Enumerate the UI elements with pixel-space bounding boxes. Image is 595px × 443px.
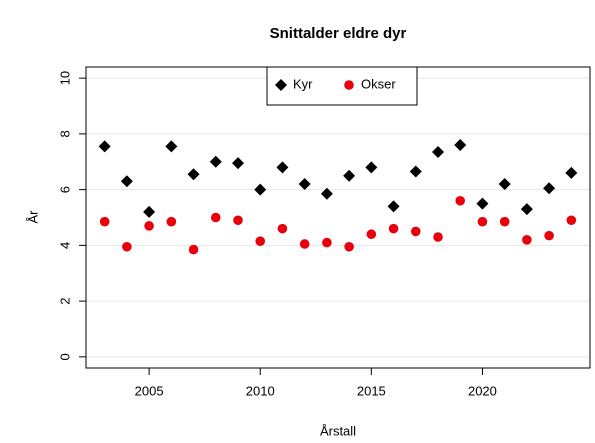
- marker: [344, 241, 354, 252]
- marker: [188, 244, 199, 255]
- x-tick-label: 2010: [246, 383, 275, 398]
- legend-marker: [344, 80, 354, 90]
- marker: [520, 203, 533, 216]
- x-tick-label: 2020: [468, 383, 497, 398]
- marker: [322, 237, 332, 248]
- marker: [166, 216, 177, 227]
- marker: [476, 197, 489, 210]
- marker: [388, 223, 399, 234]
- chart-title: Snittalder eldre dyr: [270, 25, 407, 42]
- y-axis-label: År: [25, 210, 40, 224]
- legend-marker: [275, 79, 287, 91]
- marker: [210, 212, 221, 223]
- marker: [254, 183, 267, 196]
- y-tick-label: 2: [57, 297, 72, 304]
- marker: [544, 230, 554, 241]
- marker: [187, 168, 200, 181]
- marker: [143, 205, 156, 218]
- marker: [387, 200, 400, 213]
- marker: [232, 157, 244, 170]
- marker: [122, 241, 132, 252]
- marker: [409, 165, 422, 178]
- marker: [477, 216, 488, 227]
- marker: [255, 236, 266, 246]
- y-tick-label: 10: [57, 71, 72, 85]
- marker: [366, 229, 377, 240]
- y-tick-label: 4: [57, 242, 72, 249]
- x-tick-label: 2005: [135, 383, 164, 398]
- marker: [165, 140, 178, 153]
- marker: [120, 175, 133, 188]
- marker: [233, 215, 243, 226]
- legend-label: Kyr: [293, 76, 313, 91]
- y-tick-label: 0: [57, 353, 72, 360]
- marker: [498, 178, 511, 191]
- marker: [432, 146, 444, 159]
- y-tick-label: 6: [57, 186, 72, 193]
- x-tick-label: 2015: [357, 383, 386, 398]
- marker: [98, 140, 111, 153]
- marker: [276, 161, 289, 174]
- plot-frame: [85, 66, 591, 369]
- marker: [410, 226, 421, 237]
- marker: [565, 166, 578, 179]
- marker: [522, 234, 532, 245]
- marker: [144, 221, 154, 231]
- marker: [433, 232, 443, 242]
- marker: [566, 215, 577, 226]
- marker: [343, 169, 356, 182]
- marker: [454, 139, 467, 152]
- legend-label: Okser: [361, 76, 396, 91]
- marker: [455, 195, 466, 206]
- marker: [277, 223, 288, 234]
- marker: [298, 178, 311, 191]
- marker: [320, 187, 333, 200]
- x-axis-label: Årstall: [320, 423, 356, 438]
- y-tick-label: 8: [57, 130, 72, 137]
- marker: [543, 182, 556, 195]
- marker: [99, 216, 110, 227]
- marker: [299, 239, 310, 249]
- marker: [209, 155, 222, 168]
- marker: [499, 216, 510, 227]
- marker: [365, 161, 378, 174]
- legend-box: [266, 66, 418, 106]
